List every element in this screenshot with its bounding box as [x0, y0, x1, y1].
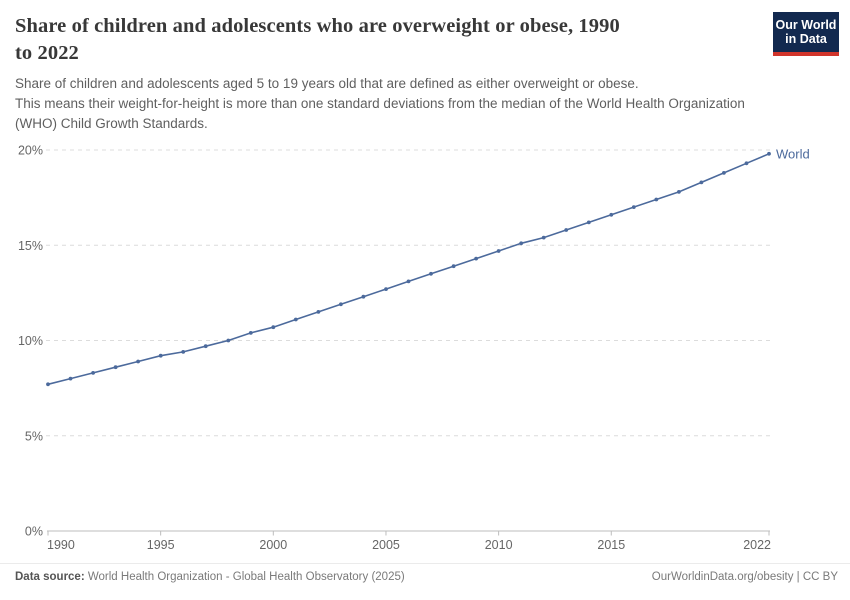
data-point [767, 151, 771, 156]
data-point [339, 302, 343, 307]
x-axis-tick-label: 2005 [372, 538, 400, 552]
x-axis-tick-label: 2015 [597, 538, 625, 552]
data-source-text: World Health Organization - Global Healt… [84, 571, 405, 583]
page-title-line2: to 2022 [15, 42, 79, 64]
owid-url-link[interactable]: OurWorldinData.org/obesity | CC BY [651, 571, 838, 583]
data-point [271, 325, 276, 330]
subtitle-line: Share of children and adolescents aged 5… [15, 76, 639, 91]
data-point [519, 241, 524, 246]
subtitle-line: (WHO) Child Growth Standards. [15, 116, 208, 131]
series-label-world[interactable]: World [776, 146, 810, 161]
y-axis-tick-label: 0% [25, 525, 43, 539]
data-point [226, 338, 231, 343]
data-point [293, 317, 298, 322]
data-point [181, 350, 186, 354]
data-point [136, 359, 141, 364]
data-point [654, 197, 659, 202]
data-source-note: Data source: World Health Organization -… [15, 571, 405, 583]
data-point [361, 294, 366, 299]
y-axis-tick-label: 5% [25, 429, 43, 443]
y-axis-tick-label: 20% [18, 144, 43, 158]
data-point [609, 212, 614, 217]
data-point [113, 365, 118, 370]
chart-subtitle: Share of children and adolescents aged 5… [15, 74, 765, 134]
data-source-label: Data source: [15, 571, 85, 583]
x-axis-tick-label: 2010 [485, 538, 513, 552]
data-point [429, 271, 433, 276]
data-point [384, 287, 388, 291]
x-axis-tick-label: 2022 [743, 538, 771, 552]
data-point [474, 256, 478, 261]
data-point [406, 279, 411, 284]
chart-footer: Data source: World Health Organization -… [0, 563, 850, 600]
subtitle-line: This means their weight-for-height is mo… [15, 96, 745, 111]
data-point [631, 205, 636, 210]
data-point [68, 376, 73, 381]
data-point [496, 249, 501, 253]
data-point [203, 344, 208, 349]
data-point [158, 353, 163, 358]
chart-header: Share of children and adolescents who ar… [15, 13, 765, 134]
data-point [248, 331, 253, 335]
y-axis-tick-label: 15% [18, 239, 43, 253]
data-point [91, 371, 95, 375]
data-point [316, 310, 321, 314]
data-point [744, 161, 749, 166]
data-point [722, 171, 726, 175]
data-point [699, 180, 704, 185]
y-axis-tick-label: 10% [18, 334, 43, 348]
series-line-world [47, 153, 770, 386]
owid-logo-line1: Our World [775, 18, 837, 32]
data-point [541, 235, 546, 240]
data-point [451, 264, 456, 269]
x-axis-tick-label: 2000 [259, 538, 287, 552]
x-axis-tick-label: 1990 [47, 538, 75, 552]
data-point [677, 190, 681, 194]
data-point [564, 228, 569, 232]
data-point [46, 382, 50, 387]
page-title-line1: Share of children and adolescents who ar… [15, 15, 620, 37]
x-axis-tick-label: 1995 [147, 538, 175, 552]
data-point [586, 220, 591, 225]
owid-logo[interactable]: Our World in Data [773, 12, 839, 56]
owid-logo-line2: in Data [785, 32, 827, 46]
